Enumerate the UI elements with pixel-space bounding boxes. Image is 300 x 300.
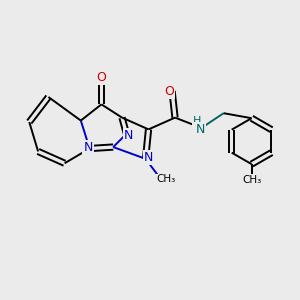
Text: N: N [83, 141, 93, 154]
Text: N: N [195, 123, 205, 136]
Text: N: N [124, 129, 134, 142]
Text: O: O [97, 71, 106, 84]
Text: H: H [193, 116, 201, 126]
Text: CH₃: CH₃ [157, 174, 176, 184]
Text: N: N [144, 151, 153, 164]
Text: CH₃: CH₃ [242, 175, 261, 185]
Text: O: O [164, 85, 174, 98]
